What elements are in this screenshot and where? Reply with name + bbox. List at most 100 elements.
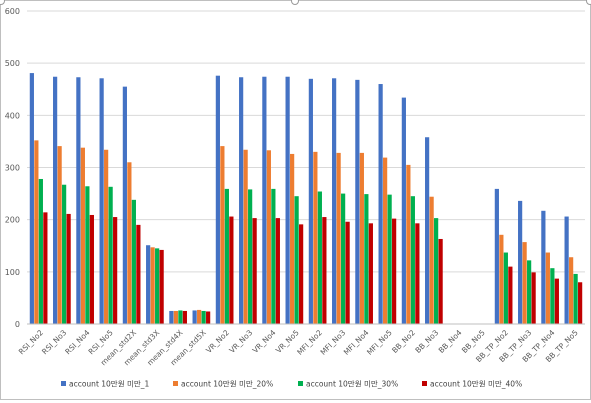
bar xyxy=(438,238,443,324)
bar xyxy=(201,310,206,324)
bar xyxy=(80,147,85,324)
bar xyxy=(294,196,299,324)
bar xyxy=(290,153,295,324)
legend: account 10만원 미만_1 account 10만원 미만_20% acco… xyxy=(61,380,522,389)
bar xyxy=(239,77,244,324)
bar xyxy=(518,200,523,324)
bar xyxy=(243,149,248,324)
legend-swatch xyxy=(173,381,178,386)
y-tick-label: 600 xyxy=(5,7,20,16)
bar xyxy=(169,310,174,324)
bar xyxy=(392,218,397,324)
bar xyxy=(43,212,48,324)
bar xyxy=(108,186,113,324)
bar xyxy=(387,194,392,324)
bars xyxy=(29,73,583,324)
bar xyxy=(406,164,411,324)
bar xyxy=(383,157,388,324)
x-tick-label: VR_No2 xyxy=(204,328,231,355)
legend-label: account 10만원 미만_30% xyxy=(306,380,398,389)
bar xyxy=(62,184,67,324)
bar xyxy=(275,218,280,324)
bar xyxy=(569,257,574,324)
bar xyxy=(573,273,578,324)
bar xyxy=(192,310,197,324)
x-tick-label: BB_No2 xyxy=(390,328,417,355)
bar xyxy=(499,234,504,324)
resize-handle-top-left[interactable] xyxy=(0,0,5,5)
bar xyxy=(578,282,583,324)
y-tick-label: 400 xyxy=(5,111,20,120)
bar xyxy=(550,268,555,324)
bar xyxy=(248,189,253,324)
bar xyxy=(285,76,290,324)
bar xyxy=(494,188,499,324)
bar xyxy=(527,260,532,324)
bar xyxy=(503,252,508,324)
bar xyxy=(178,310,183,324)
bar xyxy=(136,224,141,324)
bar xyxy=(368,223,373,324)
bar xyxy=(150,247,155,324)
bar xyxy=(434,218,439,324)
y-axis: 0 100 200 300 400 500 600 xyxy=(5,7,20,329)
bar xyxy=(159,249,164,324)
bar xyxy=(220,146,225,324)
legend-label: account 10만원 미만_1 xyxy=(69,380,150,389)
x-tick-label: VR_No4 xyxy=(251,328,278,355)
bar xyxy=(332,78,337,324)
bar xyxy=(215,75,220,324)
bar xyxy=(322,217,327,324)
y-tick-label: 500 xyxy=(5,59,20,68)
legend-label: account 10만원 미만_20% xyxy=(181,380,273,389)
bar xyxy=(425,137,430,324)
bar xyxy=(545,252,550,324)
bar xyxy=(89,214,94,324)
bar xyxy=(53,76,58,324)
bar xyxy=(229,216,234,324)
bar xyxy=(554,278,559,324)
x-tick-label: BB_No3 xyxy=(413,328,440,355)
bar xyxy=(146,245,151,324)
bar xyxy=(76,77,81,324)
bar xyxy=(522,242,527,324)
legend-swatch xyxy=(61,381,66,386)
bar xyxy=(341,193,346,324)
bar xyxy=(336,152,341,324)
bar xyxy=(127,162,132,324)
bar xyxy=(508,266,513,324)
bar xyxy=(131,199,136,324)
x-tick-label: VR_No3 xyxy=(227,328,254,355)
bar xyxy=(271,188,276,324)
bar xyxy=(252,218,257,324)
bar xyxy=(378,84,383,324)
x-axis: RSI_No2RSI_No3RSI_No4RSI_No5mean_std2Xme… xyxy=(17,323,585,367)
bar xyxy=(29,73,34,324)
bar xyxy=(224,188,229,324)
bar xyxy=(345,221,350,324)
bar xyxy=(429,196,434,324)
bar xyxy=(99,78,104,324)
resize-handle-top-center[interactable] xyxy=(291,0,299,5)
bar xyxy=(531,272,536,324)
legend-swatch xyxy=(422,381,427,386)
bar xyxy=(57,146,62,324)
x-tick-label: BB_No4 xyxy=(437,328,464,355)
bar xyxy=(85,186,90,324)
bar xyxy=(122,86,127,324)
bar xyxy=(355,79,360,324)
bar xyxy=(262,76,267,324)
bar xyxy=(197,309,202,324)
bar xyxy=(266,150,271,324)
y-tick-label: 0 xyxy=(15,320,20,329)
bar xyxy=(308,78,313,324)
y-tick-label: 300 xyxy=(5,164,20,173)
bar xyxy=(401,97,406,324)
resize-handle-top-right[interactable] xyxy=(586,0,591,5)
bar xyxy=(317,191,322,324)
bar xyxy=(104,149,109,324)
bar xyxy=(182,310,187,324)
bar xyxy=(410,196,415,324)
